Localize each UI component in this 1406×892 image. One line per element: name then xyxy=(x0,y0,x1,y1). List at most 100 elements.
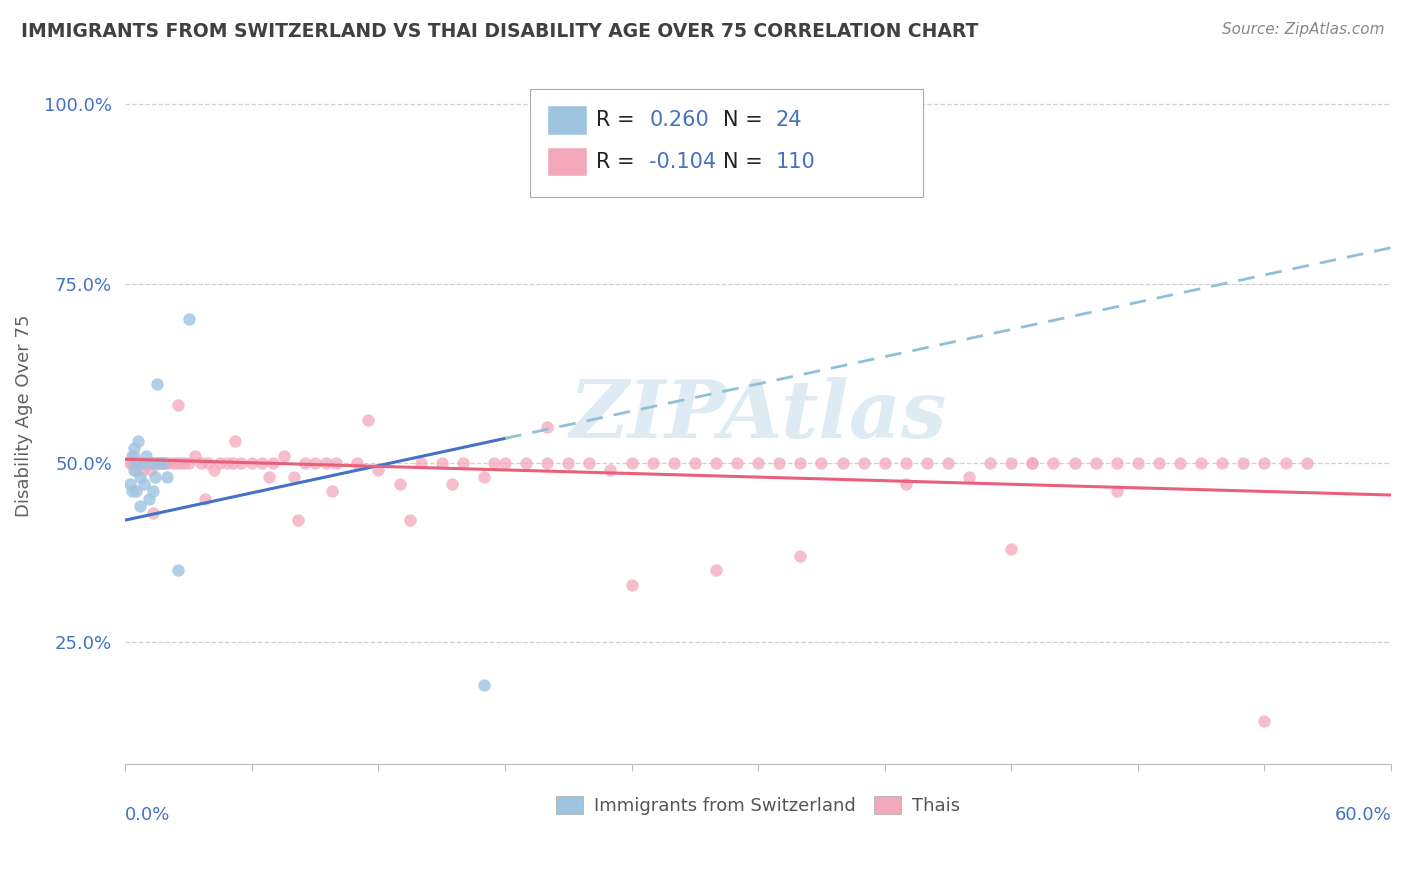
Point xyxy=(494,456,516,470)
Point xyxy=(852,456,875,470)
Point xyxy=(125,463,148,477)
Text: -0.104: -0.104 xyxy=(650,152,717,171)
Point xyxy=(131,456,153,470)
Point xyxy=(747,456,769,470)
FancyBboxPatch shape xyxy=(530,89,922,197)
Point xyxy=(1042,456,1064,470)
Point xyxy=(936,456,959,470)
Point xyxy=(125,484,148,499)
Text: R =: R = xyxy=(596,110,641,130)
Point xyxy=(294,456,316,470)
Point xyxy=(831,456,853,470)
Point xyxy=(1021,456,1043,470)
Point xyxy=(287,513,309,527)
Point xyxy=(283,470,305,484)
Point xyxy=(209,456,232,470)
Text: 0.260: 0.260 xyxy=(650,110,709,130)
Point xyxy=(148,456,170,470)
Point xyxy=(152,456,174,470)
Point xyxy=(1253,714,1275,728)
Point xyxy=(1000,541,1022,556)
Point xyxy=(167,563,190,577)
Point xyxy=(155,456,177,470)
Point xyxy=(620,456,643,470)
Point xyxy=(1295,456,1317,470)
Point xyxy=(173,456,195,470)
Point xyxy=(1000,456,1022,470)
Point xyxy=(789,549,811,563)
Text: IMMIGRANTS FROM SWITZERLAND VS THAI DISABILITY AGE OVER 75 CORRELATION CHART: IMMIGRANTS FROM SWITZERLAND VS THAI DISA… xyxy=(21,22,979,41)
Point xyxy=(515,456,537,470)
Point xyxy=(122,449,145,463)
Point xyxy=(197,456,219,470)
Point xyxy=(346,456,368,470)
Point xyxy=(979,456,1001,470)
Text: Source: ZipAtlas.com: Source: ZipAtlas.com xyxy=(1222,22,1385,37)
Point xyxy=(148,456,170,470)
Point xyxy=(231,456,253,470)
Point xyxy=(1147,456,1170,470)
Point xyxy=(1189,456,1212,470)
Point xyxy=(156,470,179,484)
FancyBboxPatch shape xyxy=(547,105,588,135)
Point xyxy=(725,456,748,470)
Point xyxy=(789,456,811,470)
Point xyxy=(1063,456,1085,470)
Point xyxy=(1232,456,1254,470)
Point xyxy=(321,484,343,499)
Point xyxy=(472,678,495,692)
Point xyxy=(129,499,152,513)
Point xyxy=(127,434,149,449)
Point xyxy=(202,463,225,477)
Point xyxy=(1168,456,1191,470)
Point xyxy=(143,470,166,484)
Point xyxy=(1021,456,1043,470)
Point xyxy=(894,456,917,470)
Text: N =: N = xyxy=(723,152,769,171)
Point xyxy=(142,506,165,520)
Point xyxy=(121,484,143,499)
Point xyxy=(127,456,149,470)
Point xyxy=(184,449,207,463)
Point xyxy=(118,456,141,470)
Point xyxy=(557,456,579,470)
Point xyxy=(138,456,160,470)
Text: 24: 24 xyxy=(776,110,803,130)
FancyBboxPatch shape xyxy=(547,147,588,177)
Point xyxy=(177,312,200,326)
Point xyxy=(304,456,326,470)
Point xyxy=(252,456,274,470)
Point xyxy=(768,456,790,470)
Point xyxy=(224,434,246,449)
Point xyxy=(367,463,389,477)
Point xyxy=(1105,484,1128,499)
Point xyxy=(578,456,600,470)
Point xyxy=(599,463,621,477)
Point xyxy=(169,456,191,470)
Point xyxy=(441,477,464,491)
Text: N =: N = xyxy=(723,110,769,130)
Point xyxy=(129,456,152,470)
Point xyxy=(1211,456,1233,470)
Point xyxy=(156,456,179,470)
Point xyxy=(536,456,558,470)
Text: R =: R = xyxy=(596,152,641,171)
Point xyxy=(430,456,453,470)
Point xyxy=(1105,456,1128,470)
Point xyxy=(273,449,295,463)
Point xyxy=(399,513,422,527)
Point xyxy=(451,456,474,470)
Point xyxy=(215,456,238,470)
Y-axis label: Disability Age Over 75: Disability Age Over 75 xyxy=(15,315,32,517)
Point xyxy=(222,456,245,470)
Point xyxy=(357,413,380,427)
Point xyxy=(536,420,558,434)
Point xyxy=(683,456,706,470)
Point xyxy=(704,563,727,577)
Point xyxy=(142,484,165,499)
Point xyxy=(484,456,506,470)
Point xyxy=(165,456,187,470)
Point xyxy=(194,491,217,506)
Point xyxy=(135,456,157,470)
Point xyxy=(1274,456,1296,470)
